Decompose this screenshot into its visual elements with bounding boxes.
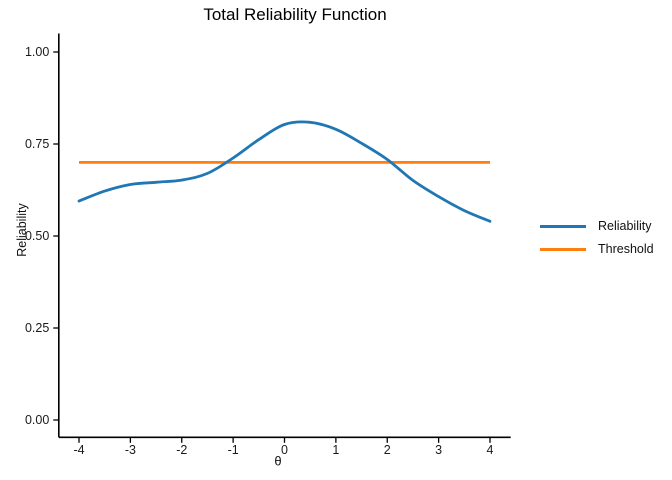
- y-tick-label: 0.75: [25, 137, 49, 151]
- x-tick-label: 2: [384, 443, 391, 457]
- x-tick-label: 1: [332, 443, 339, 457]
- chart-title: Total Reliability Function: [203, 5, 387, 24]
- legend-label-reliability: Reliability: [598, 219, 652, 234]
- legend-item-threshold[interactable]: Threshold: [540, 238, 654, 261]
- y-tick-label: 0.25: [25, 321, 49, 335]
- y-tick-label: 0.00: [25, 413, 49, 427]
- y-tick-label: 0.50: [25, 229, 49, 243]
- legend-label-threshold: Threshold: [598, 242, 654, 257]
- reliability-line-swatch: [540, 224, 586, 229]
- x-tick-label: -4: [73, 443, 84, 457]
- x-axis-title: θ: [274, 453, 282, 469]
- x-tick-label: 3: [435, 443, 442, 457]
- x-tick-label: -2: [176, 443, 187, 457]
- y-tick-label: 1.00: [25, 45, 49, 59]
- legend: Reliability Threshold: [540, 215, 654, 261]
- x-tick-label: -1: [228, 443, 239, 457]
- legend-item-reliability[interactable]: Reliability: [540, 215, 654, 238]
- x-tick-label: -3: [125, 443, 136, 457]
- x-tick-label: 0: [281, 443, 288, 457]
- reliability-curve[interactable]: [77, 120, 492, 223]
- x-tick-label: 4: [487, 443, 494, 457]
- threshold-line-swatch: [540, 247, 586, 252]
